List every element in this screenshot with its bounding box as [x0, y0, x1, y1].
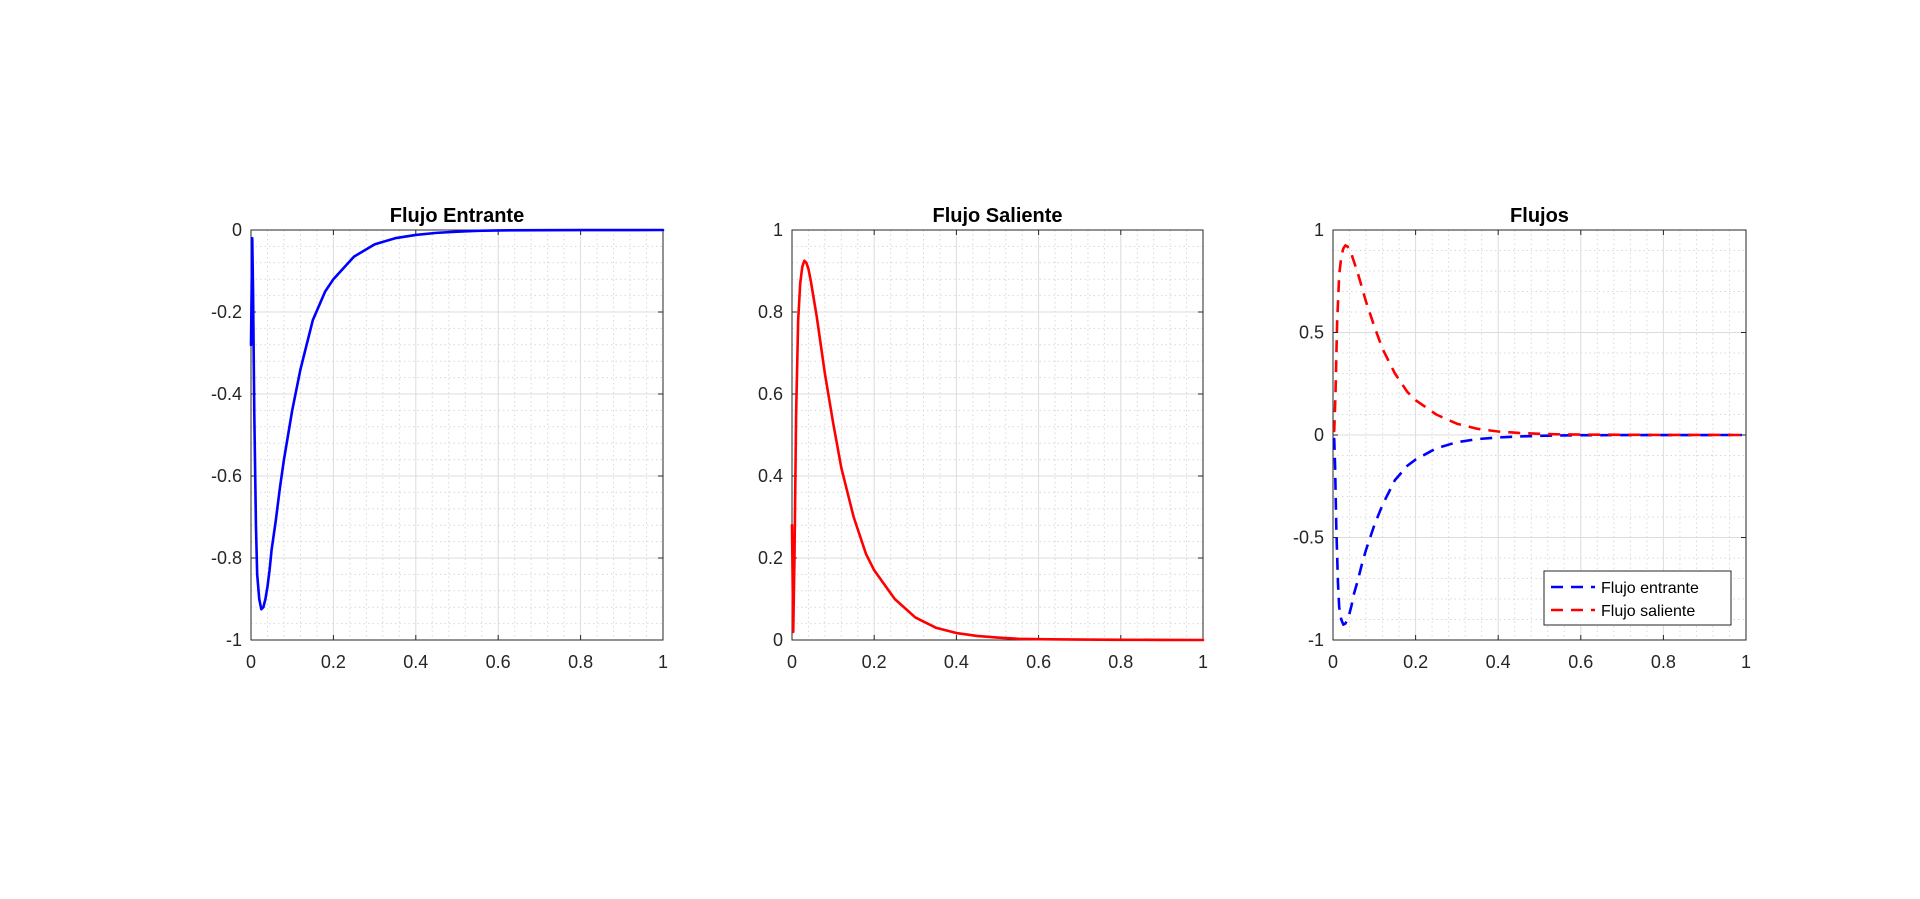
chart-title: Flujo Entrante [390, 205, 524, 227]
y-tick-label: 0 [773, 630, 783, 650]
legend-label: Flujo saliente [1601, 603, 1695, 620]
grid [792, 230, 1203, 640]
subplot-flujos: Flujos 0 0.2 0.4 0.6 0.8 1 1 0.5 0 -0.5 -1 Flujo en… [1293, 205, 1751, 672]
chart-title: Flujos [1510, 205, 1569, 227]
y-tick-label: 1 [773, 220, 783, 240]
x-tick-label: 1 [658, 652, 668, 672]
legend-box [1543, 570, 1732, 626]
subplot-flujo-entrante: Flujo Entrante 0 0.2 0.4 0.6 0.8 1 0 -0.2 -0.4 -0… [211, 205, 668, 672]
y-tick-label: 0.4 [758, 466, 783, 486]
series-line-0 [790, 259, 1205, 642]
y-tick-label: 1 [1314, 220, 1324, 240]
series-line-0 [249, 228, 665, 611]
y-tick-label: -0.5 [1293, 528, 1324, 548]
y-tick-label: 0.6 [758, 384, 783, 404]
y-tick-label: -0.2 [211, 302, 242, 322]
y-tick-label: 0.8 [758, 302, 783, 322]
x-tick-label: 0.4 [1486, 652, 1511, 672]
subplot-flujo-saliente: Flujo Saliente 0 0.2 0.4 0.6 0.8 1 1 0.8 0.6 0.4 0… [758, 205, 1208, 672]
x-tick-label: 0.6 [1026, 652, 1051, 672]
x-tick-label: 0 [787, 652, 797, 672]
x-tick-label: 0.8 [568, 652, 593, 672]
y-tick-label: -0.8 [211, 548, 242, 568]
series-line-flujo-saliente [1332, 244, 1742, 437]
x-tick-label: 0.4 [403, 652, 428, 672]
y-tick-label: -0.6 [211, 466, 242, 486]
x-tick-label: 1 [1198, 652, 1208, 672]
axes-box [791, 229, 1204, 641]
x-tick-label: 0 [246, 652, 256, 672]
y-tick-label: -1 [226, 630, 242, 650]
x-tick-label: 1 [1741, 652, 1751, 672]
x-tick-label: 0.8 [1651, 652, 1676, 672]
chart-title: Flujo Saliente [932, 205, 1062, 227]
grid [251, 230, 663, 640]
y-tick-label: 0 [232, 220, 242, 240]
x-tick-label: 0 [1328, 652, 1338, 672]
x-tick-label: 0.2 [862, 652, 887, 672]
y-tick-label: -1 [1308, 630, 1324, 650]
x-tick-label: 0.2 [1403, 652, 1428, 672]
x-tick-label: 0.2 [321, 652, 346, 672]
x-tick-label: 0.6 [486, 652, 511, 672]
x-tick-label: 0.8 [1108, 652, 1133, 672]
legend-label: Flujo entrante [1601, 580, 1699, 597]
y-tick-label: 0.2 [758, 548, 783, 568]
x-tick-label: 0.6 [1568, 652, 1593, 672]
x-tick-label: 0.4 [944, 652, 969, 672]
legend: Flujo entrante Flujo saliente [1543, 570, 1732, 626]
y-tick-label: 0 [1314, 425, 1324, 445]
y-tick-label: -0.4 [211, 384, 242, 404]
axes-box [250, 229, 664, 641]
y-tick-label: 0.5 [1299, 323, 1324, 343]
